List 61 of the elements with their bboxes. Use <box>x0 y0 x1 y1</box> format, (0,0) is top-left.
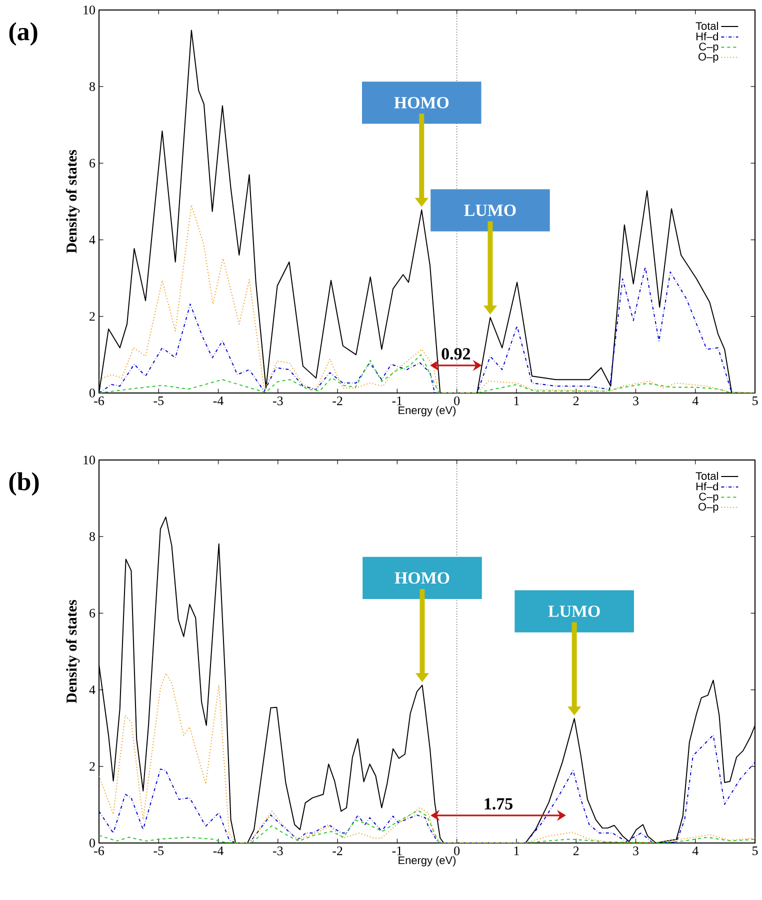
legend-label: Total <box>696 472 718 480</box>
y-axis-title: Density of states <box>66 600 80 704</box>
y-tick-label: 6 <box>90 608 96 618</box>
x-tick-label: 2 <box>573 396 579 406</box>
line-series <box>99 734 756 843</box>
x-axis-title: Energy (eV) <box>398 856 456 866</box>
x-tick-label: 4 <box>692 846 698 856</box>
x-tick-label: -3 <box>273 396 283 406</box>
y-tick-label: 8 <box>90 532 95 541</box>
x-tick-label: -4 <box>213 846 224 856</box>
y-tick-label: 10 <box>84 456 95 464</box>
line-series <box>99 204 756 393</box>
line-series <box>99 810 756 843</box>
annotation: LUMO <box>464 204 516 216</box>
x-tick-label: 0 <box>454 846 460 856</box>
x-tick-label: 5 <box>752 846 758 856</box>
line-series <box>99 672 756 843</box>
x-tick-label: 3 <box>633 846 638 856</box>
y-tick-label: 10 <box>84 6 95 14</box>
y-tick-label: 0 <box>90 838 95 848</box>
x-tick-label: 1 <box>514 396 519 406</box>
x-tick-label: 5 <box>752 396 758 406</box>
x-tick-label: 4 <box>692 396 698 406</box>
x-tick-label: -5 <box>154 396 164 406</box>
x-tick-label: -1 <box>392 846 402 856</box>
x-tick-label: -2 <box>332 846 342 856</box>
x-tick-label: -5 <box>154 846 164 856</box>
line-series <box>99 266 756 393</box>
legend-label: O–p <box>698 52 718 63</box>
x-tick-label: 3 <box>633 396 638 406</box>
y-tick-label: 8 <box>90 82 95 91</box>
x-tick-label: 0 <box>454 396 460 406</box>
chart-title: (a) <box>9 22 38 46</box>
x-tick-label: -6 <box>94 846 104 856</box>
legend-label: O–p <box>698 502 718 513</box>
y-tick-label: 0 <box>90 388 95 398</box>
x-axis-title: Energy (eV) <box>398 406 456 416</box>
legend-label: Hf–d <box>696 482 718 490</box>
chart-title: (b) <box>9 472 39 496</box>
legend-label: C–p <box>699 42 718 53</box>
legend-label: Hf–d <box>696 32 718 40</box>
annotation: LUMO <box>548 606 600 617</box>
annotation: HOMO <box>394 96 449 108</box>
y-tick-label: 4 <box>89 686 96 694</box>
x-tick-label: -4 <box>213 396 224 406</box>
y-tick-label: 2 <box>90 312 95 321</box>
annotation: HOMO <box>394 572 450 584</box>
y-tick-label: 6 <box>90 158 96 168</box>
legend-label: C–p <box>699 492 718 503</box>
y-tick-label: 4 <box>89 236 96 244</box>
x-tick-label: -2 <box>332 396 342 406</box>
x-tick-label: 2 <box>573 846 579 856</box>
annotation: 1.75 <box>484 798 512 810</box>
x-tick-label: -3 <box>273 846 283 856</box>
legend-label: Total <box>696 22 718 30</box>
x-tick-label: -6 <box>94 396 104 406</box>
x-tick-label: -1 <box>392 396 402 406</box>
y-tick-label: 2 <box>90 762 95 771</box>
y-axis-title: Density of states <box>66 150 80 254</box>
annotation: 0.92 <box>442 348 470 360</box>
x-tick-label: 1 <box>514 846 519 856</box>
